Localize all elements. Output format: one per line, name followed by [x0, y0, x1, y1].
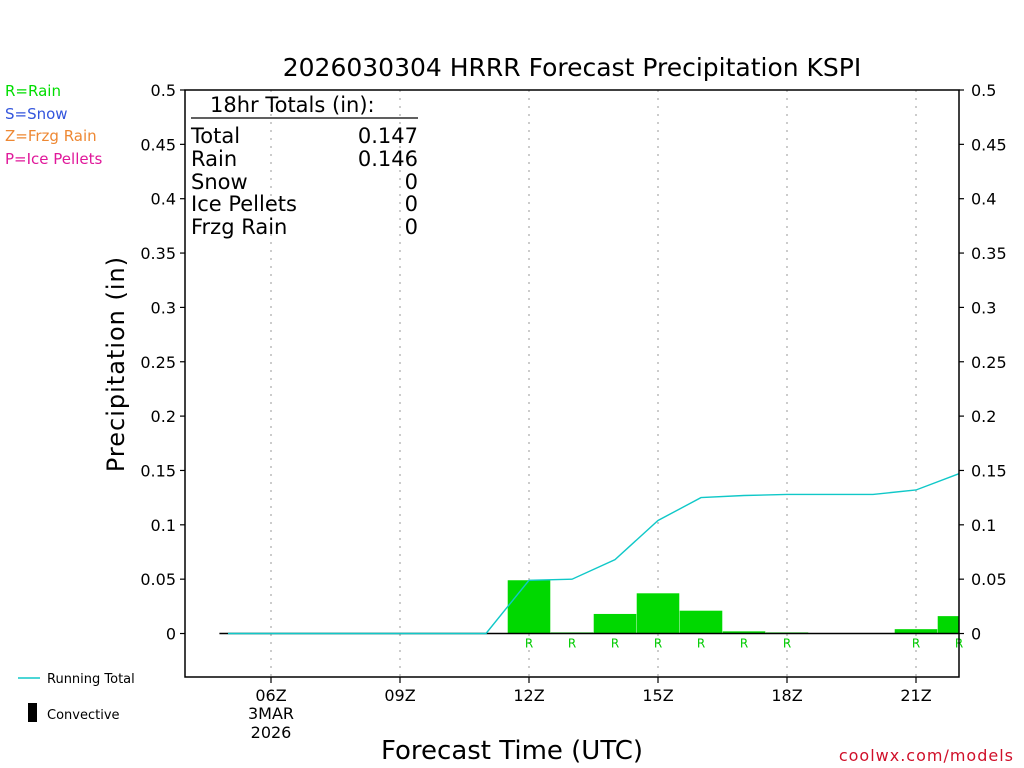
- precip-bar-4: [679, 610, 723, 634]
- totals-header: 18hr Totals (in):: [210, 93, 375, 117]
- running-total-line: [228, 473, 960, 635]
- totals-box: 18hr Totals (in): Total 0.147 Rain 0.146…: [190, 93, 418, 239]
- convective-legend-label: Convective: [47, 708, 120, 723]
- totals-label-frzg-rain: Frzg Rain: [191, 215, 287, 239]
- convective-legend-swatch: [28, 703, 37, 722]
- x-tick-date-day: 3MAR: [248, 704, 294, 723]
- legend-frzg-rain: Z=Frzg Rain: [5, 127, 97, 145]
- y-tick-label-right-0.3: 0.3: [971, 298, 996, 317]
- running-total-legend-label: Running Total: [47, 672, 135, 687]
- x-tick-label-09Z: 09Z: [384, 686, 415, 705]
- ptype-legend: R=Rain S=Snow Z=Frzg Rain P=Ice Pellets: [5, 82, 102, 168]
- y-tick-label-right-0.5: 0.5: [971, 81, 996, 100]
- y-tick-label-left-0.15: 0.15: [140, 461, 176, 480]
- y-tick-label-left-0.5: 0.5: [151, 81, 176, 100]
- y-tick-label-left-0.4: 0.4: [151, 190, 176, 209]
- precip-bar-3: [636, 593, 680, 634]
- ptype-label-3: R: [654, 637, 662, 651]
- y-tick-label-right-0.45: 0.45: [971, 135, 1007, 154]
- y-tick-label-left-0.3: 0.3: [151, 298, 176, 317]
- precip-bar-0: [507, 580, 551, 634]
- y-tick-label-left-0: 0: [166, 625, 176, 644]
- chart-title: 2026030304 HRRR Forecast Precipitation K…: [283, 53, 862, 82]
- totals-label-total: Total: [190, 124, 240, 148]
- legend-rain: R=Rain: [5, 82, 61, 100]
- legend-snow: S=Snow: [5, 105, 68, 123]
- x-tick-label-18Z: 18Z: [771, 686, 802, 705]
- y-tick-label-right-0.15: 0.15: [971, 461, 1007, 480]
- totals-label-ice-pellets: Ice Pellets: [191, 192, 297, 216]
- totals-value-total: 0.147: [358, 124, 418, 148]
- y-tick-label-right-0.4: 0.4: [971, 190, 996, 209]
- precip-bar-2: [593, 613, 637, 634]
- totals-label-snow: Snow: [191, 170, 248, 194]
- x-tick-date-year: 2026: [251, 723, 292, 742]
- y-tick-label-right-0.25: 0.25: [971, 353, 1007, 372]
- ptype-label-5: R: [740, 637, 748, 651]
- y-axis-ticks: 0 00.05 0.050.1 0.10.15 0.150.2 0.20.25 0.250.…: [140, 81, 1006, 644]
- y-tick-label-left-0.2: 0.2: [151, 407, 176, 426]
- y-tick-label-left-0.25: 0.25: [140, 353, 176, 372]
- ptype-label-2: R: [611, 637, 619, 651]
- grid-lines: [270, 90, 917, 677]
- precip-bars: [507, 580, 959, 634]
- y-tick-label-left-0.35: 0.35: [140, 244, 176, 263]
- y-tick-label-right-0: 0: [971, 625, 981, 644]
- x-tick-label-21Z: 21Z: [900, 686, 931, 705]
- credit-text: coolwx.com/models: [839, 746, 1014, 765]
- totals-value-snow: 0: [405, 170, 418, 194]
- y-tick-label-left-0.1: 0.1: [151, 516, 176, 535]
- running-total-series: [228, 473, 960, 635]
- ptype-label-7: R: [912, 637, 920, 651]
- plot-frame: [184, 89, 960, 678]
- y-tick-label-right-0.35: 0.35: [971, 244, 1007, 263]
- x-tick-label-12Z: 12Z: [513, 686, 544, 705]
- bottom-legend: Running Total Convective: [18, 672, 135, 723]
- y-tick-label-left-0.05: 0.05: [140, 570, 176, 589]
- precip-bar-8: [937, 616, 959, 634]
- totals-value-rain: 0.146: [358, 147, 418, 171]
- x-tick-label-15Z: 15Z: [642, 686, 673, 705]
- y-tick-label-right-0.05: 0.05: [971, 570, 1007, 589]
- x-tick-label-06Z: 06Z: [255, 686, 286, 705]
- totals-value-frzg-rain: 0: [405, 215, 418, 239]
- legend-ice-pellets: P=Ice Pellets: [5, 150, 102, 168]
- ptype-label-1: R: [568, 637, 576, 651]
- ptype-label-0: R: [525, 637, 533, 651]
- y-axis-label: Precipitation (in): [102, 256, 130, 472]
- precip-bar-5: [722, 631, 766, 634]
- x-axis-label: Forecast Time (UTC): [381, 736, 643, 766]
- totals-label-rain: Rain: [191, 147, 237, 171]
- precip-bar-7: [894, 629, 938, 634]
- y-tick-label-right-0.2: 0.2: [971, 407, 996, 426]
- ptype-label-4: R: [697, 637, 705, 651]
- y-tick-label-left-0.45: 0.45: [140, 135, 176, 154]
- totals-value-ice-pellets: 0: [405, 192, 418, 216]
- y-tick-label-right-0.1: 0.1: [971, 516, 996, 535]
- ptype-label-6: R: [783, 637, 791, 651]
